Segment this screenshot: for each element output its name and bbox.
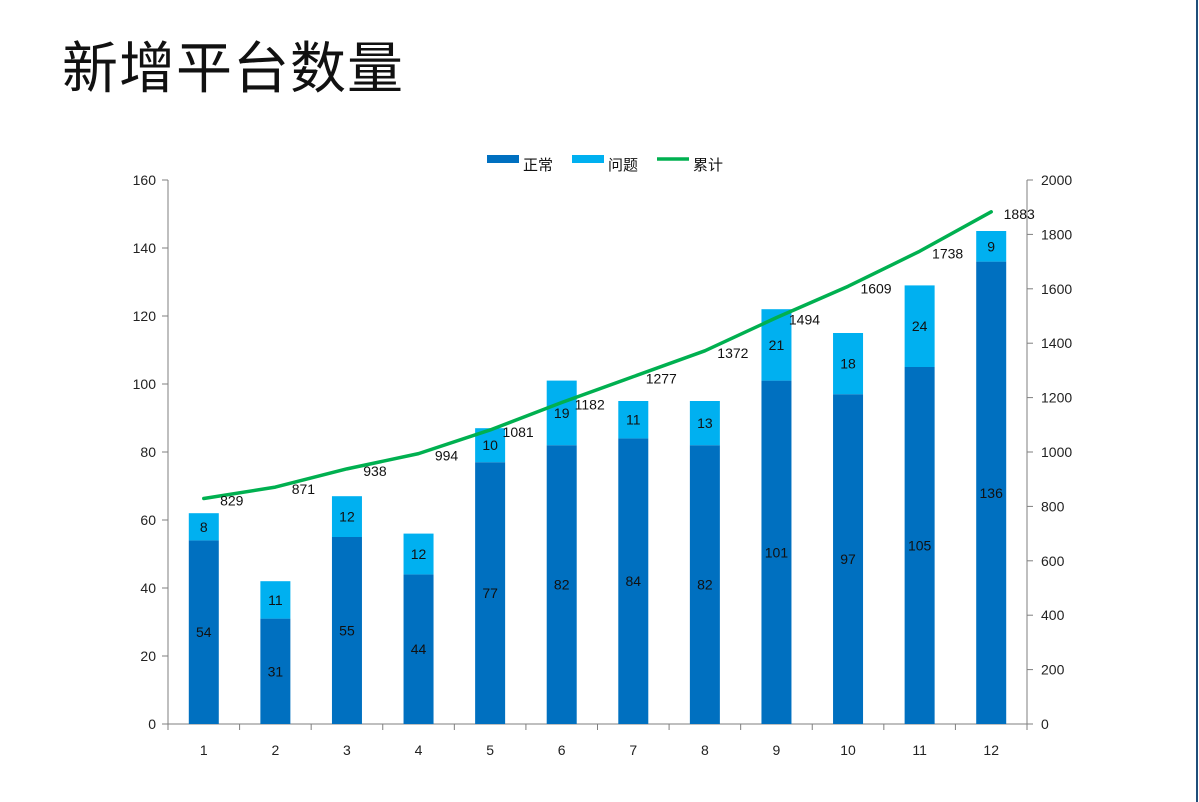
- x-tick-label: 10: [840, 742, 856, 758]
- bar-problem: [331, 496, 362, 537]
- x-tick-label: 2: [271, 742, 279, 758]
- bar-normal: [475, 462, 506, 724]
- line-data-label: 1182: [575, 396, 605, 412]
- line-data-label: 829: [220, 493, 244, 509]
- y-left-tick-label: 60: [140, 512, 156, 528]
- bar-problem: [833, 333, 864, 395]
- line-data-label: 994: [435, 448, 459, 464]
- y-left-tick-label: 20: [140, 648, 156, 664]
- y-right-tick-label: 200: [1041, 662, 1065, 678]
- bar-data-label: 31: [268, 663, 284, 679]
- y-right-tick-label: 600: [1041, 553, 1065, 569]
- line-data-label: 871: [292, 481, 316, 497]
- bar-data-label: 21: [769, 337, 785, 353]
- y-right-tick-label: 2000: [1041, 172, 1072, 188]
- y-left-tick-label: 0: [148, 716, 156, 732]
- bar-problem: [976, 231, 1007, 262]
- bar-data-label: 44: [411, 641, 427, 657]
- bar-problem: [188, 513, 219, 541]
- bar-normal: [188, 540, 219, 724]
- bar-data-label: 8: [200, 519, 208, 535]
- bar-data-label: 105: [908, 538, 932, 554]
- bar-data-label: 77: [482, 585, 498, 601]
- legend-swatch: [572, 155, 604, 163]
- bar-normal: [976, 261, 1007, 724]
- y-right-tick-label: 1600: [1041, 281, 1072, 297]
- bar-problem: [260, 581, 291, 619]
- bar-data-label: 9: [987, 238, 995, 254]
- bar-normal: [833, 394, 864, 724]
- bar-data-label: 101: [765, 544, 789, 560]
- line-data-label: 1609: [860, 280, 891, 296]
- page-title: 新增平台数量: [62, 37, 404, 102]
- legend-label: 累计: [693, 156, 723, 174]
- bar-problem: [904, 285, 935, 367]
- bar-data-label: 82: [554, 577, 570, 593]
- line-data-label: 1883: [1004, 206, 1035, 222]
- cumulative-line: [202, 210, 993, 501]
- bar-normal: [618, 438, 649, 724]
- legend-label: 正常: [523, 156, 553, 174]
- x-tick-label: 5: [486, 742, 494, 758]
- bar-data-label: 24: [912, 318, 928, 334]
- y-left-tick-label: 140: [133, 240, 157, 256]
- y-left-tick-label: 40: [140, 580, 156, 596]
- bar-normal: [904, 367, 935, 724]
- line-data-label: 1372: [717, 345, 748, 361]
- bar-data-label: 12: [339, 509, 355, 525]
- bar-data-label: 12: [411, 546, 427, 562]
- bar-data-label: 82: [697, 577, 713, 593]
- line-data-label: 1738: [932, 245, 963, 261]
- y-left-tick-label: 120: [133, 308, 157, 324]
- legend-swatch: [487, 155, 519, 163]
- bar-data-label: 136: [980, 485, 1004, 501]
- x-tick-label: 8: [701, 742, 709, 758]
- legend-label: 问题: [608, 156, 638, 174]
- y-left-tick-label: 80: [140, 444, 156, 460]
- y-left-tick-label: 100: [133, 376, 157, 392]
- y-right-tick-label: 800: [1041, 498, 1065, 514]
- bar-data-label: 54: [196, 624, 212, 640]
- bar-data-label: 10: [482, 437, 498, 453]
- x-tick-label: 12: [983, 742, 999, 758]
- line-data-label: 1277: [646, 371, 677, 387]
- x-tick-label: 1: [200, 742, 208, 758]
- y-right-tick-label: 1000: [1041, 444, 1072, 460]
- bar-problem: [546, 380, 577, 446]
- bar-problem: [689, 401, 720, 446]
- bar-data-label: 13: [697, 415, 713, 431]
- bar-normal: [403, 574, 434, 724]
- x-tick-label: 11: [912, 742, 927, 758]
- line-data-label: 938: [363, 463, 387, 479]
- bar-normal: [260, 618, 291, 724]
- line-data-label: 1494: [789, 312, 820, 328]
- bar-problem: [618, 401, 649, 439]
- x-tick-label: 4: [415, 742, 423, 758]
- bar-data-label: 55: [339, 623, 355, 639]
- frame-border: [1196, 0, 1198, 802]
- bar-data-label: 97: [840, 551, 856, 567]
- x-tick-label: 3: [343, 742, 351, 758]
- bar-data-label: 84: [626, 573, 642, 589]
- x-tick-label: 9: [773, 742, 781, 758]
- y-right-tick-label: 1200: [1041, 390, 1072, 406]
- x-tick-label: 6: [558, 742, 566, 758]
- line-data-label: 1081: [503, 424, 534, 440]
- bar-data-label: 11: [626, 412, 641, 428]
- y-right-tick-label: 1800: [1041, 226, 1072, 242]
- bar-data-label: 19: [554, 405, 570, 421]
- y-right-tick-label: 1400: [1041, 335, 1072, 351]
- bar-normal: [689, 445, 720, 724]
- y-right-tick-label: 400: [1041, 607, 1065, 623]
- y-left-tick-label: 160: [133, 172, 157, 188]
- y-right-tick-label: 0: [1041, 716, 1049, 732]
- bar-normal: [331, 537, 362, 724]
- bar-data-label: 18: [840, 356, 856, 372]
- bar-data-label: 11: [268, 592, 283, 608]
- x-tick-label: 7: [629, 742, 637, 758]
- bar-normal: [761, 380, 792, 724]
- bar-problem: [403, 533, 434, 575]
- bar-normal: [546, 445, 577, 724]
